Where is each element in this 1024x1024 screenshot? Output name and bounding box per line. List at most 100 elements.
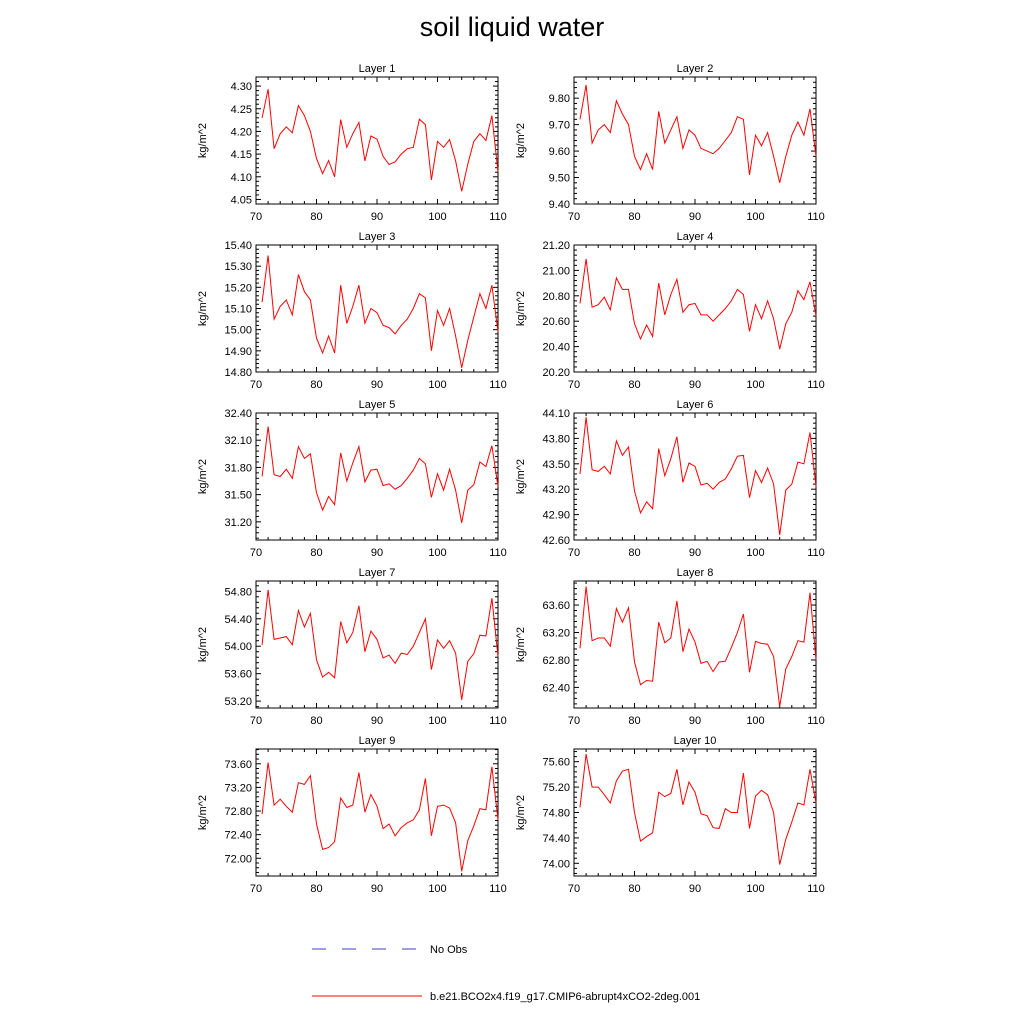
chart-title: Layer 9 bbox=[359, 735, 396, 747]
x-tick-label: 100 bbox=[746, 547, 764, 559]
y-tick-label: 75.20 bbox=[542, 782, 570, 794]
y-axis-label: kg/m^2 bbox=[197, 627, 209, 662]
x-tick-label: 110 bbox=[807, 883, 825, 895]
chart-title: Layer 4 bbox=[677, 231, 714, 243]
chart-title: Layer 5 bbox=[359, 399, 396, 411]
x-tick-label: 80 bbox=[628, 211, 640, 223]
y-axis-label: kg/m^2 bbox=[197, 795, 209, 830]
series-line bbox=[261, 762, 499, 872]
x-tick-label: 90 bbox=[689, 883, 701, 895]
plot-frame bbox=[573, 76, 817, 205]
y-tick-label: 54.40 bbox=[224, 614, 252, 626]
x-tick-label: 110 bbox=[489, 211, 507, 223]
y-tick-label: 4.30 bbox=[231, 81, 252, 93]
y-tick-label: 43.50 bbox=[542, 459, 570, 471]
y-tick-label: 42.60 bbox=[542, 535, 570, 547]
main-title: soil liquid water bbox=[419, 12, 605, 42]
series-line bbox=[579, 586, 817, 707]
x-tick-label: 100 bbox=[428, 211, 446, 223]
x-tick-label: 110 bbox=[807, 379, 825, 391]
x-tick-label: 110 bbox=[489, 715, 507, 727]
x-tick-label: 70 bbox=[250, 547, 262, 559]
x-tick-label: 90 bbox=[689, 547, 701, 559]
y-tick-label: 32.10 bbox=[224, 435, 252, 447]
y-tick-label: 20.40 bbox=[542, 342, 570, 354]
x-tick-label: 70 bbox=[568, 379, 580, 391]
x-tick-label: 90 bbox=[371, 547, 383, 559]
y-tick-label: 21.00 bbox=[542, 265, 570, 277]
x-tick-label: 80 bbox=[310, 547, 322, 559]
y-tick-label: 9.50 bbox=[549, 173, 570, 185]
plot-frame bbox=[255, 244, 499, 373]
y-tick-label: 72.80 bbox=[224, 806, 252, 818]
series-line bbox=[579, 417, 817, 535]
x-tick-label: 100 bbox=[746, 883, 764, 895]
chart-layer-5: Layer 5 70 80 90 100 110 31.20 31.50 31.80 32.10 3… bbox=[197, 399, 507, 559]
y-tick-label: 20.20 bbox=[542, 367, 570, 379]
x-tick-label: 70 bbox=[568, 883, 580, 895]
chart-layer-10: Layer 10 70 80 90 100 110 74.00 74.40 74.80 75.20… bbox=[515, 735, 825, 895]
chart-layer-7: Layer 7 70 80 90 100 110 53.20 53.60 54.00 54.40 5… bbox=[197, 567, 507, 727]
x-tick-label: 100 bbox=[428, 883, 446, 895]
y-tick-label: 54.80 bbox=[224, 586, 252, 598]
chart-layer-4: Layer 4 70 80 90 100 110 20.20 20.40 20.60 20.80 2… bbox=[515, 231, 825, 391]
y-axis-label: kg/m^2 bbox=[515, 795, 527, 830]
y-tick-label: 9.40 bbox=[549, 199, 570, 211]
y-tick-label: 4.25 bbox=[231, 104, 252, 116]
chart-title: Layer 7 bbox=[359, 567, 396, 579]
series-line bbox=[261, 89, 499, 192]
series-line bbox=[261, 255, 499, 368]
y-tick-label: 74.40 bbox=[542, 833, 570, 845]
x-tick-label: 80 bbox=[628, 715, 640, 727]
x-tick-label: 80 bbox=[310, 715, 322, 727]
y-axis-label: kg/m^2 bbox=[197, 291, 209, 326]
y-tick-label: 15.00 bbox=[224, 325, 252, 337]
chart-layer-8: Layer 8 70 80 90 100 110 62.40 62.80 63.20 63.60 k… bbox=[515, 567, 825, 727]
series-line bbox=[579, 84, 817, 183]
y-tick-label: 62.80 bbox=[542, 655, 570, 667]
chart-title: Layer 6 bbox=[677, 399, 714, 411]
y-tick-label: 31.80 bbox=[224, 462, 252, 474]
chart-layer-2: Layer 2 70 80 90 100 110 9.40 9.50 9.60 9.70 9.80 k… bbox=[515, 63, 825, 223]
y-axis-label: kg/m^2 bbox=[515, 627, 527, 662]
x-tick-label: 80 bbox=[628, 547, 640, 559]
y-tick-label: 4.20 bbox=[231, 126, 252, 138]
x-tick-label: 90 bbox=[689, 715, 701, 727]
chart-title: Layer 1 bbox=[359, 63, 396, 75]
series-line bbox=[261, 426, 499, 523]
plot-frame bbox=[573, 748, 817, 877]
x-tick-label: 100 bbox=[746, 379, 764, 391]
y-tick-label: 15.20 bbox=[224, 282, 252, 294]
y-tick-label: 9.80 bbox=[549, 93, 570, 105]
y-tick-label: 21.20 bbox=[542, 240, 570, 252]
y-tick-label: 4.05 bbox=[231, 194, 252, 206]
x-tick-label: 80 bbox=[310, 883, 322, 895]
x-tick-label: 70 bbox=[568, 211, 580, 223]
chart-title: Layer 8 bbox=[677, 567, 714, 579]
y-tick-label: 74.00 bbox=[542, 858, 570, 870]
x-tick-label: 110 bbox=[489, 547, 507, 559]
chart-title: Layer 10 bbox=[674, 735, 717, 747]
x-tick-label: 110 bbox=[807, 547, 825, 559]
y-tick-label: 20.80 bbox=[542, 291, 570, 303]
x-tick-label: 90 bbox=[689, 211, 701, 223]
x-tick-label: 100 bbox=[428, 715, 446, 727]
series-line bbox=[579, 258, 817, 350]
x-tick-label: 90 bbox=[371, 883, 383, 895]
y-tick-label: 42.90 bbox=[542, 510, 570, 522]
x-tick-label: 110 bbox=[489, 883, 507, 895]
y-tick-label: 9.70 bbox=[549, 120, 570, 132]
x-tick-label: 70 bbox=[250, 883, 262, 895]
y-tick-label: 53.60 bbox=[224, 669, 252, 681]
y-tick-label: 72.40 bbox=[224, 830, 252, 842]
y-axis-label: kg/m^2 bbox=[515, 123, 527, 158]
plot-frame bbox=[573, 412, 817, 541]
y-tick-label: 73.20 bbox=[224, 782, 252, 794]
y-tick-label: 32.40 bbox=[224, 408, 252, 420]
y-axis-label: kg/m^2 bbox=[197, 459, 209, 494]
chart-layer-1: Layer 1 70 80 90 100 110 4.05 4.10 4.15 4.20 4.25 4… bbox=[197, 63, 507, 223]
x-tick-label: 100 bbox=[428, 379, 446, 391]
series-line bbox=[261, 589, 499, 700]
chart-title: Layer 3 bbox=[359, 231, 396, 243]
y-tick-label: 31.20 bbox=[224, 517, 252, 529]
